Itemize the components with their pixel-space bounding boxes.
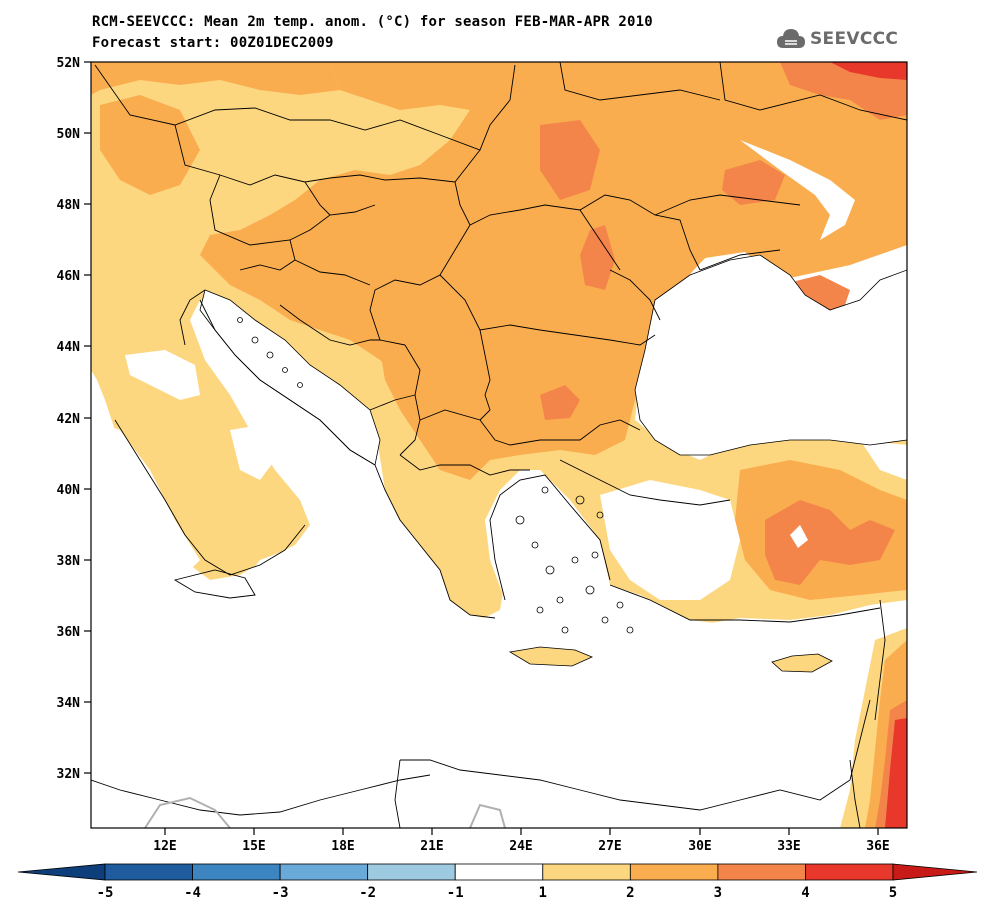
coastlines — [91, 289, 881, 828]
anomaly-3-4-field-ukraine — [540, 120, 600, 200]
lon-tick-label: 15E — [242, 839, 265, 854]
lon-tick-label: 12E — [153, 839, 176, 854]
map-title: RCM-SEEVCCC: Mean 2m temp. anom. (°C) fo… — [92, 14, 653, 30]
lon-tick-label: 27E — [598, 839, 621, 854]
lon-tick-label: 33E — [777, 839, 800, 854]
colorbar-label: -1 — [447, 885, 464, 901]
crete — [508, 646, 594, 667]
lat-tick-label: 50N — [57, 127, 81, 142]
anomaly-3-4-field-romania — [580, 225, 615, 290]
colorbar-label: 5 — [889, 885, 897, 901]
lat-tick-label: 36N — [57, 625, 81, 640]
colorbar-label: -2 — [359, 885, 376, 901]
anomaly-0-1-patch-turkey — [600, 480, 740, 600]
colorbar-swatch — [367, 863, 456, 881]
colorbar-swatch — [629, 863, 719, 881]
seevccc-logo: SEEVCCC — [776, 24, 916, 54]
cyprus — [771, 653, 833, 673]
colorbar: -5 -4 -3 -2 -1 1 2 3 4 5 — [17, 863, 978, 901]
lat-tick-label: 48N — [57, 198, 81, 213]
colorbar-label: -4 — [184, 885, 201, 901]
colorbar-swatch — [104, 863, 193, 881]
forecast-start-label: Forecast start: 00Z01DEC2009 — [92, 35, 334, 51]
colorbar-swatch — [454, 863, 544, 881]
colorbar-swatch — [542, 863, 631, 881]
country-borders — [94, 62, 907, 828]
lat-tick-label: 44N — [57, 340, 81, 355]
anomaly-0-1-patch-apennines — [230, 425, 275, 480]
colorbar-label: 2 — [626, 885, 634, 901]
tyrrhenian-sea — [91, 420, 200, 585]
anomaly-0-1-patch-turkey-north — [860, 440, 907, 480]
anomaly-4-5-field-levant — [885, 718, 907, 828]
lat-tick-label: 40N — [57, 483, 81, 498]
colorbar-swatch — [805, 863, 894, 881]
anomaly-2-3-field — [200, 62, 907, 460]
anomaly-3-4-field-east — [722, 160, 785, 205]
map-area — [91, 62, 907, 828]
colorbar-under-arrow — [17, 863, 106, 881]
anomaly-0-1-patch-caucasus-line — [740, 140, 855, 240]
anomaly-2-3-field-balkans — [380, 345, 500, 480]
anomaly-2-3-field-sea-west — [91, 62, 340, 95]
colorbar-label: 1 — [539, 885, 547, 901]
anomaly-2-3-field-west — [100, 95, 200, 195]
lat-tick-label: 52N — [57, 56, 81, 71]
anomaly-3-4-field-bulgaria — [540, 385, 580, 420]
colorbar-over-arrow — [892, 863, 978, 881]
map-frame — [90, 61, 908, 829]
lon-tick-label: 30E — [688, 839, 711, 854]
colorbar-label: -3 — [272, 885, 289, 901]
anomaly-0-1-patch-italy — [125, 350, 200, 400]
lon-tick-label: 18E — [331, 839, 354, 854]
colorbar-swatch — [279, 863, 369, 881]
lon-tick-label: 36E — [866, 839, 889, 854]
aegean-islands — [237, 317, 634, 634]
colorbar-swatch — [717, 863, 806, 881]
logo-text: SEEVCCC — [810, 29, 899, 49]
cloud-logo-icon — [777, 29, 805, 48]
lat-axis: 52N 50N 48N 46N 44N 42N 40N 38N 36N 34N … — [57, 56, 91, 782]
colorbar-label: 4 — [801, 885, 809, 901]
black-sea — [634, 254, 907, 456]
lat-tick-label: 46N — [57, 269, 81, 284]
anomaly-4-5-field-northeast — [830, 62, 907, 80]
lat-tick-label: 38N — [57, 554, 81, 569]
anomaly-3-4-field-anatolia — [765, 500, 895, 585]
lat-tick-label: 34N — [57, 696, 81, 711]
colorbar-swatch — [192, 863, 281, 881]
anomaly-0-1-patch-anatolia-inner — [790, 525, 808, 548]
colorbar-label: -5 — [97, 885, 114, 901]
desert-contours — [144, 796, 506, 828]
colorbar-label: 3 — [714, 885, 722, 901]
lon-axis: 12E 15E 18E 21E 24E 27E 30E 33E 36E — [153, 828, 890, 854]
ionian-aegean-sea — [91, 475, 907, 828]
lon-tick-label: 21E — [420, 839, 443, 854]
lon-tick-label: 24E — [509, 839, 532, 854]
lat-tick-label: 32N — [57, 767, 81, 782]
lat-tick-label: 42N — [57, 412, 81, 427]
